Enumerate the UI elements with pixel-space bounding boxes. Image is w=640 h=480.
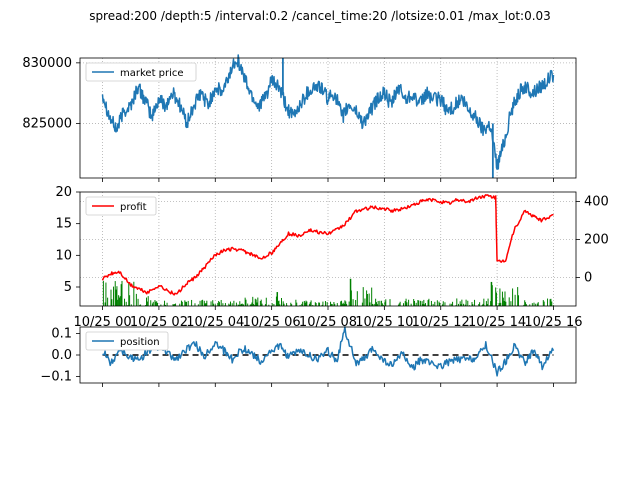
legend-label-profit: profit (120, 202, 147, 213)
ytick-label-right: 0 (584, 271, 592, 286)
ytick-label: 10 (55, 248, 72, 263)
figure-title: spread:200 /depth:5 /interval:0.2 /cance… (89, 9, 551, 23)
xtick-label: 10/25 00 (73, 315, 131, 330)
xtick-label: 10/25 16 (524, 315, 582, 330)
panel-market-price: 825000 830000 market price (22, 54, 577, 182)
ytick-label-right: 400 (584, 195, 609, 210)
ytick-label: 20 (55, 185, 72, 200)
ytick-label: 5 (64, 280, 72, 295)
ytick-label: 830000 (22, 56, 72, 71)
xtick-label: 10/25 04 (186, 315, 244, 330)
ytick-label: 15 (55, 217, 72, 232)
ytick-label-right: 200 (584, 233, 609, 248)
ytick-label: −0.1 (40, 370, 72, 385)
xtick-label: 10/25 12 (412, 315, 470, 330)
xtick-label: 10/25 02 (130, 315, 188, 330)
legend-market-price: market price (85, 62, 197, 82)
legend-position: position (85, 331, 169, 351)
ytick-label: 0.1 (51, 326, 72, 341)
legend-label-market-price: market price (120, 68, 184, 79)
market-price-line (101, 54, 555, 170)
xtick-label: 10/25 10 (355, 315, 413, 330)
xtick-label: 10/25 14 (468, 315, 526, 330)
ytick-label: 0.0 (51, 348, 72, 363)
profit-line (101, 194, 554, 296)
position-line (102, 326, 555, 377)
xtick-label: 10/25 08 (299, 315, 357, 330)
ytick-label: 825000 (22, 116, 72, 131)
legend-label-position: position (120, 337, 160, 348)
panel-position: −0.1 0.0 0.1 position (40, 326, 577, 387)
xtick-label: 10/25 06 (243, 315, 301, 330)
legend-profit: profit (85, 196, 157, 216)
